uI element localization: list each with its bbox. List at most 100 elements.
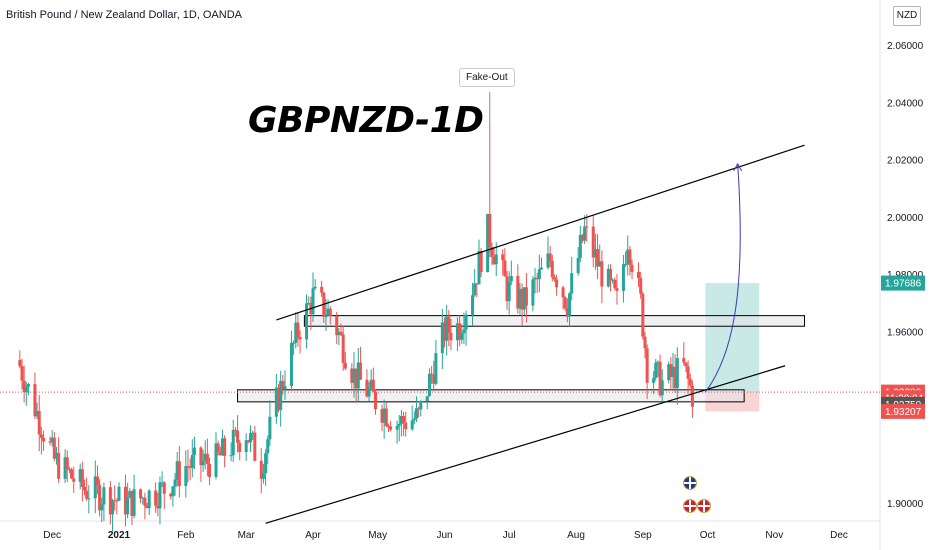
candle-body-99 — [313, 286, 317, 289]
candle-body-194 — [600, 261, 604, 287]
candle-body-110 — [350, 368, 354, 383]
candle-body-217 — [671, 366, 675, 377]
candle-body-95 — [305, 303, 309, 340]
price-tag-4: 1.93207 — [885, 407, 922, 418]
candle-body-108 — [341, 334, 345, 363]
uk-flag-icon-2[interactable] — [697, 499, 711, 513]
candle-body-52 — [173, 479, 177, 487]
candle-body-111 — [352, 368, 356, 383]
candle-body-205 — [637, 271, 641, 278]
candle-body-187 — [580, 234, 584, 241]
x-tick-label-4: Apr — [305, 530, 321, 541]
candle-body-158 — [492, 256, 496, 265]
candle-body-98 — [311, 288, 315, 315]
price-tag-0: 1.97686 — [885, 279, 922, 290]
candle-body-91 — [292, 342, 296, 344]
candle-body-9 — [42, 437, 46, 442]
candle-body-209 — [645, 348, 649, 383]
candle-body-71 — [231, 429, 235, 456]
candle-body-62 — [203, 453, 207, 461]
candle-body-140 — [440, 322, 444, 354]
candle-body-55 — [184, 466, 188, 486]
candle-body-81 — [261, 473, 265, 479]
candle-body-54 — [177, 461, 181, 486]
candle-body-223 — [688, 378, 692, 386]
candle-body-23 — [85, 490, 89, 499]
candle-body-120 — [380, 409, 384, 423]
candle-body-161 — [503, 260, 507, 277]
candle-body-182 — [565, 308, 569, 317]
candle-body-77 — [248, 433, 253, 443]
currency-badge[interactable]: NZD — [893, 6, 921, 26]
candle-body-131 — [412, 418, 416, 421]
x-tick-label-11: Nov — [765, 530, 783, 541]
candle-body-207 — [641, 293, 645, 337]
candle-body-221 — [684, 362, 688, 367]
nz-flag-icon[interactable] — [683, 476, 697, 490]
candle-body-106 — [337, 331, 341, 336]
candle-body-78 — [251, 432, 255, 434]
candle-body-172 — [535, 277, 539, 280]
candle-body-11 — [50, 437, 54, 443]
candle-body-74 — [238, 442, 242, 453]
x-tick-label-3: Mar — [238, 530, 256, 541]
candle-body-43 — [145, 505, 149, 509]
candle-body-117 — [369, 379, 373, 389]
candle-body-189 — [585, 226, 589, 228]
candle-body-100 — [320, 286, 324, 293]
candle-body-13 — [54, 452, 58, 459]
candle-body-104 — [328, 308, 332, 317]
candle-body-65 — [214, 443, 218, 477]
candle-body-180 — [561, 287, 565, 298]
candle-body-112 — [354, 368, 358, 389]
candle-body-193 — [598, 261, 602, 267]
candle-body-114 — [358, 362, 362, 380]
candle-body-89 — [283, 386, 287, 390]
candle-body-4 — [26, 384, 30, 387]
candle-body-124 — [389, 426, 393, 430]
x-tick-label-6: Jun — [436, 530, 452, 541]
candle-body-87 — [279, 380, 283, 411]
candle-body-166 — [518, 288, 522, 309]
candle-body-121 — [382, 408, 386, 423]
candle-body-88 — [281, 380, 285, 390]
candle-body-122 — [384, 408, 388, 427]
candle-body-118 — [371, 379, 375, 392]
candle-body-141 — [443, 322, 447, 341]
candle-body-218 — [673, 366, 677, 389]
candle-body-145 — [455, 323, 459, 341]
candle-body-46 — [156, 505, 160, 509]
candle-body-200 — [621, 264, 625, 291]
candle-body-30 — [108, 487, 112, 515]
candle-body-83 — [266, 439, 270, 454]
candle-body-21 — [80, 469, 84, 488]
candle-body-86 — [277, 387, 281, 411]
candle-body-157 — [490, 246, 494, 257]
candle-body-144 — [449, 332, 453, 341]
candle-body-47 — [158, 482, 162, 509]
candle-body-148 — [462, 329, 466, 334]
price-tag-bg-4 — [881, 403, 925, 419]
candle-body-26 — [95, 476, 99, 485]
candle-body-184 — [570, 273, 574, 294]
candle-body-12 — [52, 437, 56, 459]
candle-body-176 — [548, 253, 552, 261]
candle-body-69 — [223, 438, 227, 456]
candle-body-7 — [37, 411, 41, 435]
candle-body-137 — [430, 373, 434, 375]
candle-body-151 — [473, 283, 477, 296]
candle-body-34 — [117, 486, 121, 501]
candle-body-92 — [294, 322, 298, 343]
candle-body-68 — [220, 438, 224, 456]
candle-body-175 — [546, 253, 550, 268]
candle-body-45 — [154, 490, 158, 506]
candle-body-169 — [524, 287, 528, 306]
uk-flag-icon[interactable] — [683, 499, 697, 513]
candle-body-170 — [531, 279, 535, 306]
candle-body-72 — [233, 429, 237, 431]
candle-body-210 — [652, 378, 656, 383]
candle-body-201 — [624, 263, 628, 265]
candle-body-73 — [236, 430, 240, 443]
y-tick-label-5: 2.00000 — [887, 213, 924, 224]
candle-body-220 — [682, 358, 686, 363]
